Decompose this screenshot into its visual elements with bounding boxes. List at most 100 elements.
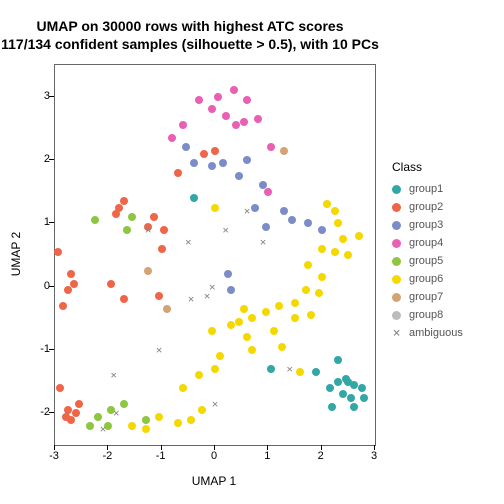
point-group7 [280,147,288,155]
point-group3 [235,172,243,180]
point-group1 [350,403,358,411]
legend-title: Class [392,160,463,174]
point-group6 [208,327,216,335]
point-group2 [72,409,80,417]
x-tick-label: 0 [211,450,217,462]
point-group1 [334,378,342,386]
point-group6 [128,422,136,430]
point-group6 [174,419,182,427]
point-group1 [347,394,355,402]
point-group5 [94,413,102,421]
point-group5 [120,400,128,408]
point-group2 [107,280,115,288]
point-group4 [230,86,238,94]
point-group6 [240,305,248,313]
point-group3 [262,223,270,231]
legend-item-group1: group1 [392,180,463,198]
point-group5 [86,422,94,430]
point-group2 [200,150,208,158]
point-group6 [291,314,299,322]
point-group3 [219,159,227,167]
point-group1 [342,375,350,383]
point-group3 [227,286,235,294]
legend-swatch-x: × [392,327,401,340]
point-group1 [267,365,275,373]
point-group3 [243,156,251,164]
point-group6 [339,235,347,243]
point-group4 [240,118,248,126]
point-group6 [142,425,150,433]
point-group5 [128,213,136,221]
point-group2 [174,169,182,177]
legend-swatch [392,275,401,284]
y-tick-label: 2 [26,153,50,165]
point-ambiguous: × [113,408,120,419]
point-ambiguous: × [156,345,163,356]
point-group6 [344,251,352,259]
point-group5 [91,216,99,224]
point-group4 [179,121,187,129]
point-ambiguous: × [260,237,267,248]
point-group1 [328,403,336,411]
point-group1 [326,384,334,392]
point-group2 [70,280,78,288]
point-group6 [195,371,203,379]
point-group4 [222,112,230,120]
point-group6 [248,314,256,322]
point-ambiguous: × [110,370,117,381]
point-group2 [112,210,120,218]
legend-swatch [392,185,401,194]
point-group3 [304,219,312,227]
point-group2 [120,295,128,303]
point-group6 [315,289,323,297]
point-group6 [291,299,299,307]
legend-item-group4: group4 [392,234,463,252]
legend-item-group5: group5 [392,252,463,270]
point-group2 [64,406,72,414]
point-group1 [312,368,320,376]
point-ambiguous: × [185,237,192,248]
point-group3 [318,226,326,234]
point-group6 [187,416,195,424]
legend-swatch [392,311,401,320]
point-group3 [288,216,296,224]
point-group1 [358,384,366,392]
point-group6 [235,318,243,326]
point-group4 [232,121,240,129]
point-group4 [195,96,203,104]
point-group6 [216,352,224,360]
point-group2 [59,302,67,310]
legend-label: group5 [409,255,443,267]
umap-scatter-chart: UMAP on 30000 rows with highest ATC scor… [0,0,504,504]
legend-item-group3: group3 [392,216,463,234]
point-group4 [254,115,262,123]
legend-label: group8 [409,309,443,321]
point-group6 [323,200,331,208]
point-group1 [190,194,198,202]
point-group4 [208,105,216,113]
point-group6 [307,311,315,319]
y-tick-label: 0 [26,280,50,292]
x-axis-label: UMAP 1 [54,474,374,488]
point-group3 [280,207,288,215]
x-tick-label: 2 [318,450,324,462]
point-group2 [56,384,64,392]
point-group4 [243,96,251,104]
point-group3 [224,270,232,278]
point-group2 [75,400,83,408]
point-group1 [350,381,358,389]
point-group6 [179,384,187,392]
point-group3 [208,162,216,170]
point-ambiguous: × [286,364,293,375]
point-group6 [318,245,326,253]
point-group6 [275,302,283,310]
point-group6 [278,343,286,351]
x-tick-label: 3 [371,450,377,462]
point-group2 [211,147,219,155]
legend-label: group6 [409,273,443,285]
legend-swatch [392,293,401,302]
point-group6 [155,413,163,421]
point-group6 [211,365,219,373]
point-group3 [182,143,190,151]
point-group4 [168,134,176,142]
